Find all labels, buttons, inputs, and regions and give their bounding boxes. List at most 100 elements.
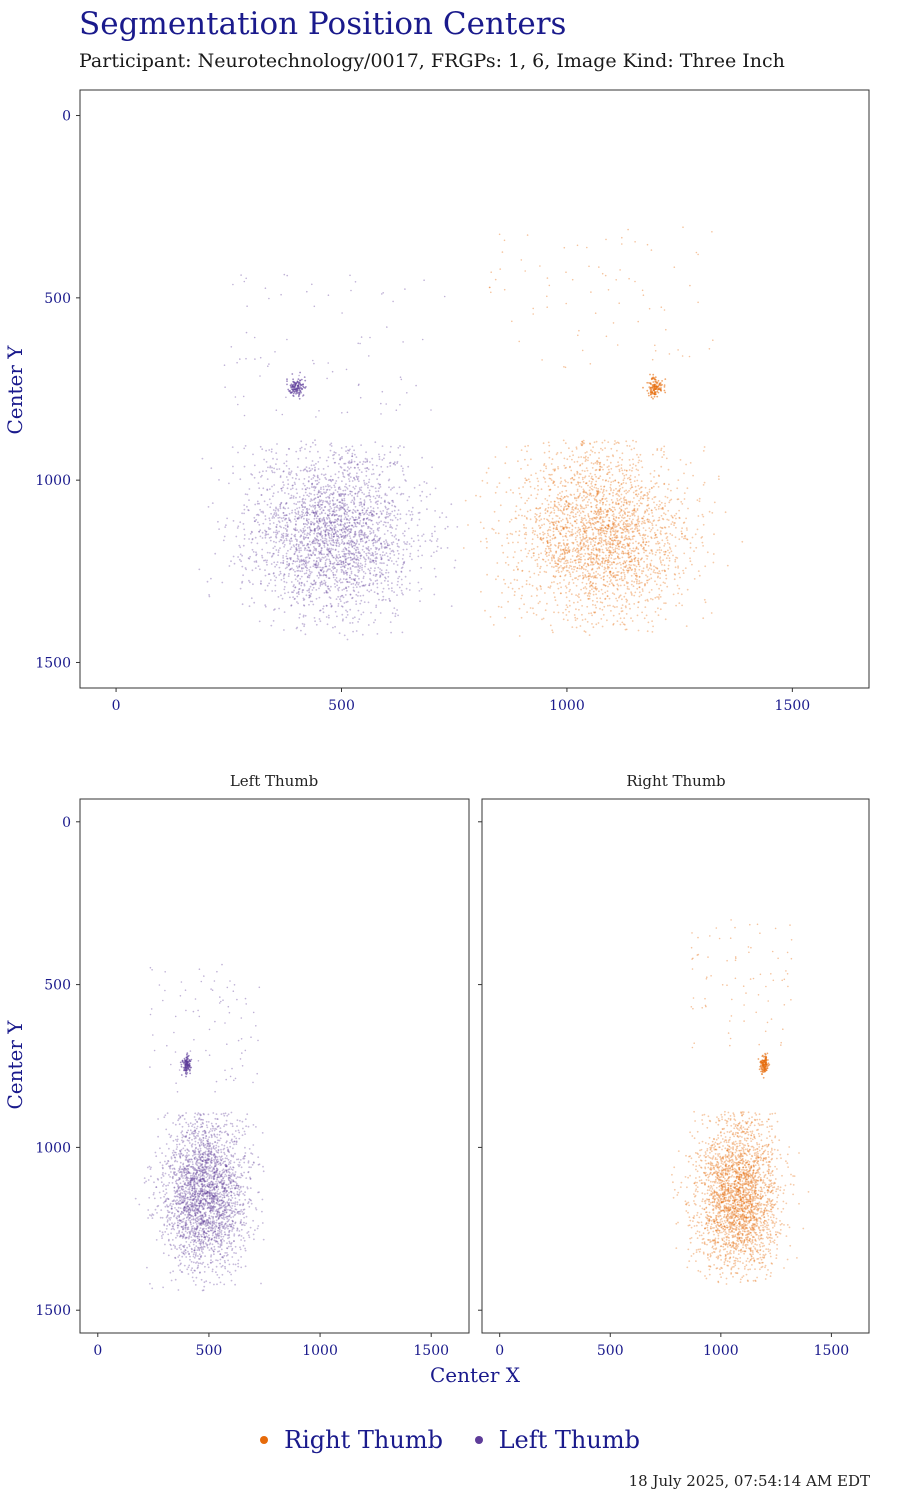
data-point bbox=[346, 573, 348, 576]
data-point bbox=[607, 441, 610, 443]
data-point bbox=[623, 469, 626, 471]
data-point bbox=[248, 488, 251, 490]
data-point bbox=[282, 516, 285, 519]
data-point bbox=[381, 573, 384, 576]
data-point bbox=[276, 468, 278, 471]
data-point bbox=[242, 544, 245, 547]
data-point bbox=[382, 587, 385, 590]
data-point bbox=[318, 526, 321, 529]
data-point bbox=[266, 503, 269, 506]
data-point bbox=[284, 517, 287, 520]
data-point bbox=[638, 520, 641, 523]
data-point bbox=[609, 604, 611, 607]
data-point bbox=[399, 454, 402, 456]
data-point bbox=[685, 517, 687, 520]
data-point bbox=[302, 589, 305, 591]
data-point bbox=[550, 543, 552, 546]
data-point bbox=[657, 474, 660, 477]
data-point bbox=[543, 464, 545, 467]
data-point bbox=[386, 546, 388, 549]
data-point bbox=[579, 558, 582, 561]
data-point bbox=[402, 493, 405, 495]
data-point bbox=[399, 445, 401, 447]
data-point bbox=[397, 446, 400, 449]
data-point bbox=[575, 548, 577, 551]
data-point bbox=[548, 494, 551, 497]
data-point bbox=[703, 446, 706, 448]
data-point bbox=[675, 512, 678, 515]
data-point bbox=[338, 528, 341, 531]
data-point bbox=[571, 477, 574, 479]
data-point bbox=[292, 389, 294, 392]
data-point bbox=[266, 584, 269, 587]
data-point bbox=[596, 554, 599, 557]
data-point bbox=[308, 540, 311, 543]
data-point bbox=[320, 473, 323, 476]
data-point bbox=[379, 473, 381, 476]
data-point bbox=[590, 482, 593, 485]
data-point bbox=[332, 563, 335, 565]
data-point bbox=[320, 536, 323, 538]
data-point bbox=[524, 548, 527, 550]
data-point bbox=[368, 552, 371, 555]
data-point bbox=[417, 512, 420, 514]
data-point bbox=[411, 513, 414, 516]
data-point bbox=[417, 581, 420, 584]
data-point bbox=[638, 459, 641, 462]
data-point bbox=[620, 505, 623, 508]
data-point bbox=[381, 599, 384, 602]
data-point bbox=[351, 553, 353, 555]
data-point bbox=[353, 503, 355, 506]
data-point bbox=[310, 505, 312, 508]
data-point bbox=[260, 583, 262, 585]
data-point bbox=[303, 386, 305, 389]
data-point bbox=[345, 578, 347, 581]
data-point bbox=[296, 529, 299, 531]
data-point bbox=[313, 464, 315, 467]
data-point bbox=[300, 535, 302, 537]
data-point bbox=[254, 503, 257, 506]
data-point bbox=[628, 517, 631, 520]
data-point bbox=[363, 479, 365, 482]
data-point bbox=[397, 538, 400, 541]
data-point bbox=[600, 485, 602, 488]
data-point bbox=[623, 516, 626, 519]
data-point bbox=[338, 494, 341, 497]
data-point bbox=[263, 458, 265, 461]
data-point bbox=[232, 555, 235, 558]
data-point bbox=[328, 508, 331, 511]
data-point bbox=[309, 500, 312, 502]
data-point bbox=[286, 524, 289, 526]
data-point bbox=[285, 533, 288, 535]
data-point bbox=[336, 518, 339, 520]
data-point bbox=[266, 551, 269, 554]
data-point bbox=[512, 541, 514, 544]
data-point bbox=[411, 558, 413, 561]
data-point bbox=[574, 619, 577, 622]
data-point bbox=[433, 525, 436, 528]
data-point bbox=[348, 480, 351, 483]
data-point bbox=[278, 607, 280, 610]
data-point bbox=[675, 604, 677, 607]
data-point bbox=[659, 503, 661, 506]
data-point bbox=[243, 538, 246, 540]
data-point bbox=[304, 633, 307, 636]
data-point bbox=[360, 336, 363, 338]
data-point bbox=[358, 487, 361, 489]
data-point bbox=[280, 536, 283, 539]
data-point bbox=[702, 617, 705, 620]
data-point bbox=[308, 591, 311, 594]
data-point bbox=[528, 583, 531, 586]
data-point bbox=[376, 527, 379, 530]
data-point bbox=[605, 557, 608, 559]
data-point bbox=[670, 550, 673, 553]
data-point bbox=[602, 490, 605, 492]
data-point bbox=[517, 541, 519, 544]
data-point bbox=[593, 512, 595, 515]
data-point bbox=[273, 540, 275, 543]
data-point bbox=[373, 591, 376, 593]
data-point bbox=[497, 575, 499, 578]
data-point bbox=[325, 485, 327, 488]
data-point bbox=[308, 549, 310, 552]
data-point bbox=[375, 563, 378, 565]
